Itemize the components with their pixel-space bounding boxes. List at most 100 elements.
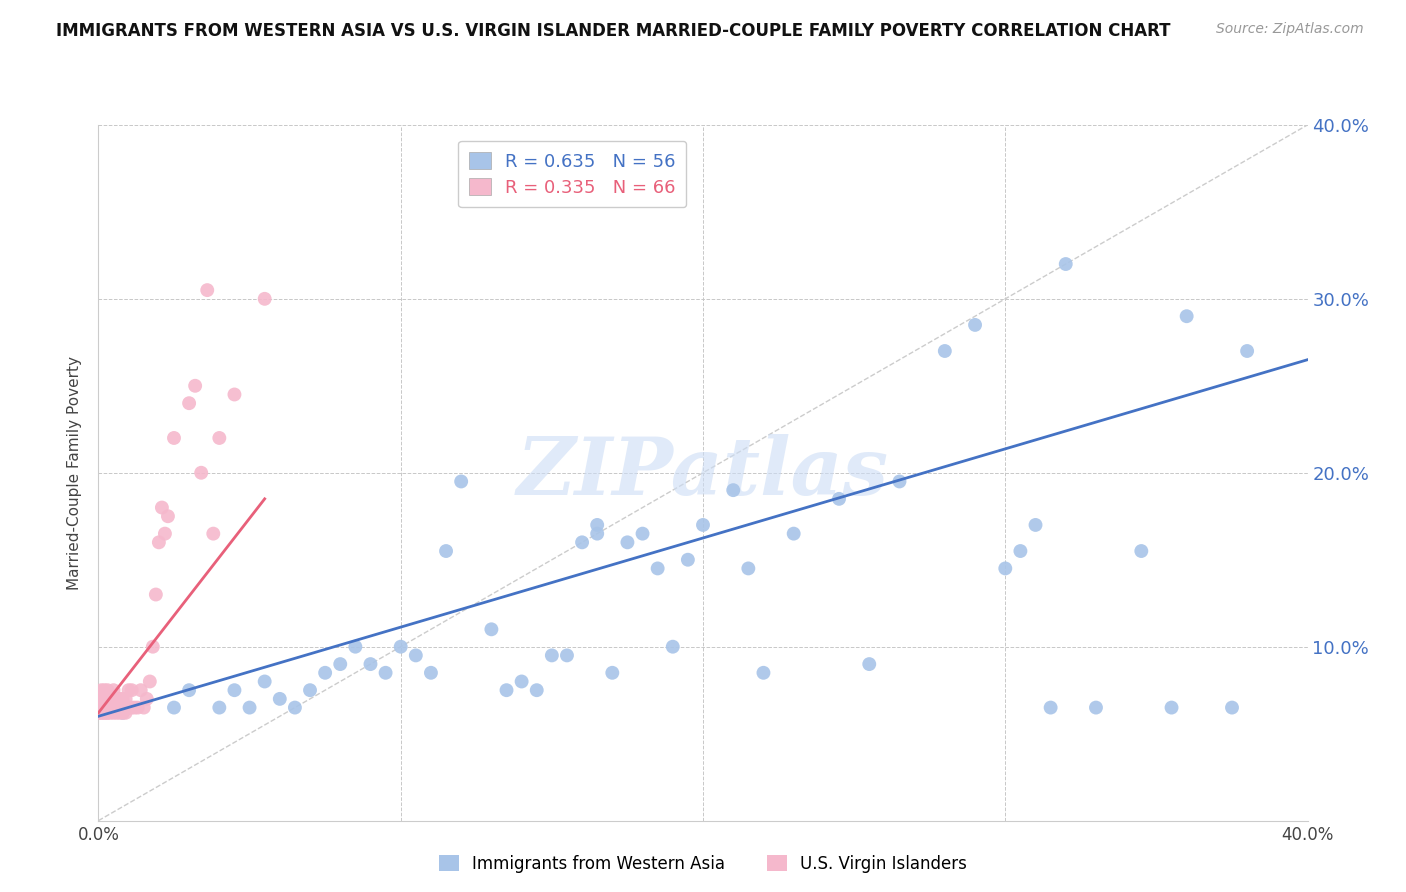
Point (602, 665, 624, 680)
Point (87, 700, 110, 714)
Point (105, 700, 128, 714)
Point (100, 706, 122, 720)
Point (828, 491, 851, 506)
Point (150, 500, 173, 515)
Point (105, 692, 128, 706)
Point (93, 700, 115, 714)
Point (142, 640, 165, 654)
Point (571, 535, 593, 549)
Point (284, 700, 307, 714)
Point (108, 692, 131, 706)
Point (108, 700, 131, 714)
Point (692, 517, 714, 532)
Point (540, 648, 562, 663)
Point (96, 700, 118, 714)
Point (96, 706, 118, 720)
Point (526, 683, 548, 698)
Point (114, 706, 136, 720)
Point (129, 683, 152, 698)
Point (1130, 544, 1153, 558)
Point (93, 692, 115, 706)
Point (127, 700, 149, 714)
Point (121, 683, 143, 698)
Point (93, 683, 115, 698)
Point (124, 700, 146, 714)
Point (1010, 544, 1032, 558)
Point (1024, 517, 1046, 532)
Point (118, 700, 141, 714)
Point (405, 648, 427, 663)
Point (195, 283, 218, 297)
Point (1054, 257, 1077, 271)
Point (1039, 700, 1062, 714)
Point (374, 665, 396, 680)
Point (121, 700, 143, 714)
Point (87, 706, 110, 720)
Point (103, 700, 125, 714)
Point (555, 648, 578, 663)
Point (934, 343, 956, 358)
Point (90, 706, 112, 720)
Point (114, 692, 136, 706)
Point (253, 674, 276, 689)
Point (510, 674, 533, 689)
Point (420, 665, 443, 680)
Point (87, 692, 110, 706)
Point (179, 396, 201, 410)
Point (329, 657, 352, 671)
Point (105, 706, 128, 720)
Point (179, 683, 201, 698)
Point (737, 561, 759, 575)
Point (90, 683, 112, 698)
Point (96, 706, 118, 720)
Point (858, 657, 880, 671)
Point (163, 431, 186, 445)
Point (163, 700, 186, 714)
Point (96, 683, 118, 698)
Text: Source: ZipAtlas.com: Source: ZipAtlas.com (1216, 22, 1364, 37)
Point (224, 683, 246, 698)
Y-axis label: Married-Couple Family Poverty: Married-Couple Family Poverty (67, 356, 83, 590)
Point (108, 706, 131, 720)
Text: IMMIGRANTS FROM WESTERN ASIA VS U.S. VIRGIN ISLANDER MARRIED-COUPLE FAMILY POVER: IMMIGRANTS FROM WESTERN ASIA VS U.S. VIR… (56, 22, 1171, 40)
Point (495, 683, 517, 698)
Point (87, 706, 110, 720)
Point (111, 692, 134, 706)
Point (481, 623, 503, 637)
Point (965, 318, 987, 332)
Point (389, 640, 412, 654)
Point (87, 695, 110, 709)
Point (93, 706, 115, 720)
Point (118, 683, 141, 698)
Point (269, 692, 291, 706)
Point (93, 700, 115, 714)
Point (662, 640, 685, 654)
Point (239, 700, 262, 714)
Point (111, 706, 134, 720)
Point (90, 700, 112, 714)
Point (1160, 700, 1182, 714)
Point (434, 544, 457, 558)
Point (156, 509, 179, 524)
Legend: Immigrants from Western Asia, U.S. Virgin Islanders: Immigrants from Western Asia, U.S. Virgi… (432, 848, 974, 880)
Point (190, 466, 212, 480)
Point (139, 674, 162, 689)
Point (90, 692, 112, 706)
Point (1220, 700, 1243, 714)
Point (889, 475, 911, 489)
Point (299, 683, 322, 698)
Point (208, 700, 231, 714)
Point (647, 561, 669, 575)
Point (96, 700, 118, 714)
Point (344, 640, 367, 654)
Point (90, 706, 112, 720)
Point (90, 700, 112, 714)
Point (450, 475, 472, 489)
Legend: R = 0.635   N = 56, R = 0.335   N = 66: R = 0.635 N = 56, R = 0.335 N = 66 (458, 141, 686, 207)
Point (1175, 310, 1198, 324)
Point (148, 535, 170, 549)
Point (111, 706, 134, 720)
Point (586, 526, 609, 541)
Point (1236, 343, 1258, 358)
Point (135, 692, 157, 706)
